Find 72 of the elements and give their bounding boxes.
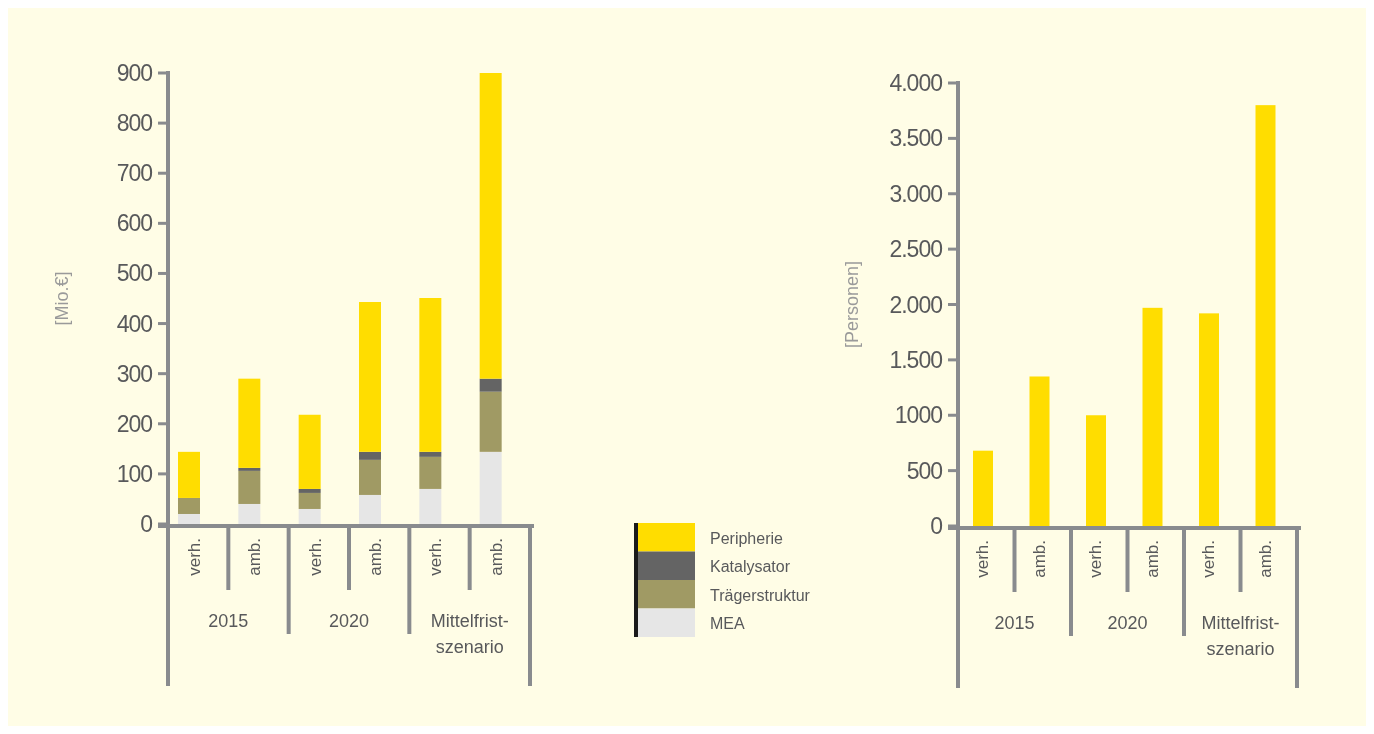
y-tick-label: 3.000 <box>889 180 943 207</box>
y-tick-label: 500 <box>906 457 943 484</box>
x-tick-label: verh. <box>426 538 446 576</box>
bar <box>298 492 321 509</box>
y-tick-label: 4.000 <box>889 70 943 97</box>
legend-label: Peripherie <box>710 529 784 547</box>
bar <box>238 470 261 504</box>
bar <box>298 488 321 493</box>
text: 2020 <box>1107 613 1148 633</box>
y-tick-label: 700 <box>116 160 153 187</box>
bar <box>298 414 321 489</box>
x-tick-label: verh. <box>1199 540 1219 578</box>
legend-label: MEA <box>710 615 745 633</box>
x-tick-label: verh. <box>1086 540 1106 578</box>
text: Mittelfrist-szenario <box>1201 613 1280 659</box>
y-tick-label: 300 <box>116 360 153 387</box>
bar <box>479 391 502 452</box>
legend-label: Katalysator <box>710 558 791 576</box>
text: 2020 <box>328 611 370 631</box>
bar <box>1086 415 1106 526</box>
bar <box>419 451 442 457</box>
y-tick-label: 0 <box>930 513 943 540</box>
bar <box>238 503 261 524</box>
y-tick-label: 1.500 <box>889 346 943 373</box>
y-tick-label: 2.000 <box>889 291 943 318</box>
x-tick-label: amb. <box>366 538 386 576</box>
bar <box>359 302 381 452</box>
y-tick-label: 0 <box>140 511 153 538</box>
bar <box>178 513 200 524</box>
x-tick-label: verh. <box>973 540 993 578</box>
bar <box>419 456 442 489</box>
x-tick-label: amb. <box>245 538 265 576</box>
bar <box>178 451 200 498</box>
bar <box>238 378 261 468</box>
x-tick-label: amb. <box>486 538 506 576</box>
x-tick-label: amb. <box>1142 540 1162 578</box>
text: 2015 <box>208 611 249 631</box>
bar <box>419 298 442 452</box>
y-tick-label: 400 <box>116 310 153 337</box>
y-tick-label: 2.500 <box>889 236 943 263</box>
bar <box>479 451 502 524</box>
y-tick-label: 600 <box>116 210 153 237</box>
bar <box>359 459 381 495</box>
y-axis-title: [Personen] <box>842 260 862 349</box>
bar <box>973 450 993 526</box>
y-tick-label: 1000 <box>894 402 943 429</box>
x-tick-label: amb. <box>1029 540 1049 578</box>
y-tick-label: 500 <box>116 260 153 287</box>
text: 2015 <box>994 613 1035 633</box>
text: Mittelfrist-szenario <box>430 611 509 657</box>
y-tick-label: 100 <box>116 460 153 487</box>
bar <box>1199 313 1219 526</box>
bar <box>238 467 261 471</box>
y-tick-label: 800 <box>116 110 153 137</box>
bar <box>1142 307 1163 526</box>
bar <box>298 508 321 524</box>
bar <box>178 497 200 514</box>
x-tick-label: verh. <box>185 538 205 576</box>
bar <box>359 451 381 460</box>
x-tick-label: amb. <box>1255 540 1275 578</box>
y-tick-label: 3.500 <box>889 125 943 152</box>
legend-label: Trägerstruktur <box>710 586 811 604</box>
y-tick-label: 200 <box>116 410 153 437</box>
bar <box>479 73 502 379</box>
bar <box>1029 376 1050 526</box>
bar <box>419 488 442 524</box>
bar <box>1255 105 1276 526</box>
bar <box>479 378 502 392</box>
y-tick-label: 900 <box>116 60 153 87</box>
bar <box>359 494 381 524</box>
y-axis-title: [Mio.€] <box>52 271 72 326</box>
x-tick-label: verh. <box>305 538 325 576</box>
